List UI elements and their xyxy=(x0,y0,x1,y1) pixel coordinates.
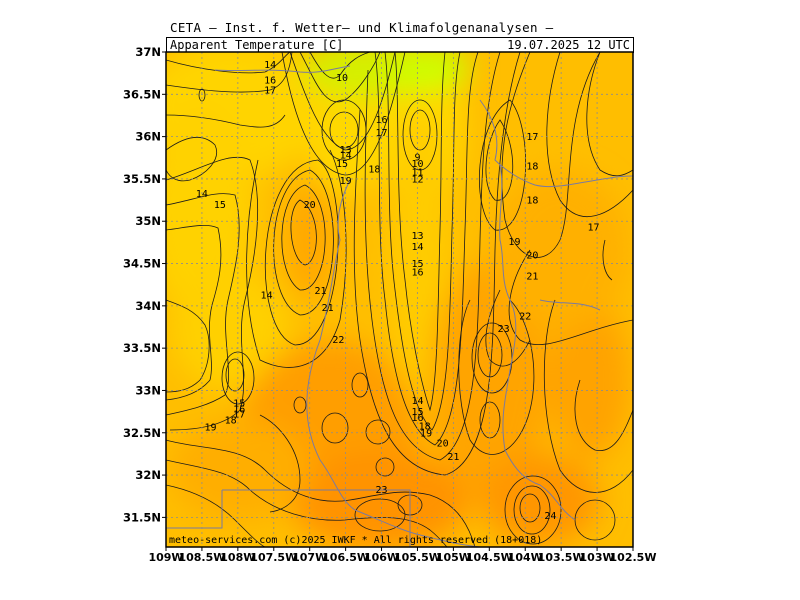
lon-tick-label: 106W xyxy=(364,551,399,564)
contour-label: 15 xyxy=(411,259,423,270)
copyright-text: meteo-services.com (c)2025 IWKF * All ri… xyxy=(169,535,542,546)
contour-label: 23 xyxy=(498,324,510,335)
header-title: CETA — Inst. f. Wetter— und Klimafolgena… xyxy=(170,20,554,35)
lat-tick-label: 35N xyxy=(135,214,161,228)
lat-tick-label: 32.5N xyxy=(123,426,161,440)
contour-label: 20 xyxy=(437,438,449,449)
contour-label: 17 xyxy=(264,86,276,97)
contour-label: 14 xyxy=(411,242,423,253)
contour-label: 16 xyxy=(411,413,423,424)
contour-label: 13 xyxy=(411,231,423,242)
contour-label: 15 xyxy=(336,159,348,170)
contour-label: 17 xyxy=(376,128,388,139)
longitude-axis: 109W108.5W108W107.5W107W106.5W106W105.5W… xyxy=(148,547,656,564)
contour-label: 10 xyxy=(336,73,348,84)
lat-tick-label: 36.5N xyxy=(123,87,161,101)
datetime-label: 19.07.2025 12 UTC xyxy=(507,38,630,52)
contour-label: 11 xyxy=(411,168,423,179)
contour-label: 14 xyxy=(411,396,423,407)
contour-label: 19 xyxy=(508,237,520,248)
lon-tick-label: 103.5W xyxy=(538,551,585,564)
contour-label: 16 xyxy=(376,115,388,126)
contour-label: 21 xyxy=(447,452,459,463)
lon-tick-label: 107W xyxy=(292,551,327,564)
lat-tick-label: 37N xyxy=(135,45,161,59)
contour-label: 16 xyxy=(233,405,245,416)
contour-label: 17 xyxy=(587,223,599,234)
contour-label: 15 xyxy=(411,407,423,418)
contour-label: 21 xyxy=(526,272,538,283)
contour-label: 23 xyxy=(376,485,388,496)
contour-label: 13 xyxy=(340,145,352,156)
contour-label: 21 xyxy=(314,286,326,297)
contour-label: 16 xyxy=(411,268,423,279)
lon-tick-label: 103W xyxy=(580,551,615,564)
contour-label: 21 xyxy=(322,303,334,314)
contour-label: 14 xyxy=(261,290,273,301)
latitude-axis: 37N 36.5N 36N 35.5N 35N 34.5N 34N 33.5N 33N 32.5N… xyxy=(123,45,166,524)
contour-label: 18 xyxy=(526,162,538,173)
border-lines xyxy=(166,65,633,547)
lat-tick-label: 31.5N xyxy=(123,510,161,524)
contour-label: 20 xyxy=(304,200,316,211)
contour-label: 18 xyxy=(526,196,538,207)
lat-tick-label: 33N xyxy=(135,383,161,397)
lon-tick-label: 102.5W xyxy=(610,551,657,564)
temperature-field xyxy=(166,52,633,547)
lon-tick-label: 109W xyxy=(148,551,183,564)
contour-label: 14 xyxy=(264,60,276,71)
lat-tick-label: 36N xyxy=(135,130,161,144)
contour-label: 19 xyxy=(340,176,352,187)
lon-tick-label: 105.5W xyxy=(394,551,441,564)
contour-label: 10 xyxy=(411,159,423,170)
contour-label: 20 xyxy=(526,251,538,262)
lat-tick-label: 33.5N xyxy=(123,341,161,355)
contour-label: 19 xyxy=(205,422,217,433)
lat-tick-label: 34N xyxy=(135,299,161,313)
lat-tick-label: 32N xyxy=(135,468,161,482)
contour-lines xyxy=(166,52,633,547)
contour-label: 22 xyxy=(332,335,344,346)
contour-label: 19 xyxy=(420,428,432,439)
contour-label: 18 xyxy=(368,164,380,175)
lon-tick-label: 105W xyxy=(436,551,471,564)
contour-label: 14 xyxy=(340,151,352,162)
contour-label: 15 xyxy=(214,200,226,211)
lat-tick-label: 35.5N xyxy=(123,172,161,186)
lon-tick-label: 108W xyxy=(220,551,255,564)
contour-label: 14 xyxy=(196,189,208,200)
contour-label: 24 xyxy=(544,511,556,522)
contour-label: 9 xyxy=(414,152,420,163)
map-frame xyxy=(165,51,634,548)
contour-label: 17 xyxy=(233,410,245,421)
lat-tick-label: 34.5N xyxy=(123,257,161,271)
contour-label: 15 xyxy=(233,399,245,410)
contour-label: 12 xyxy=(411,174,423,185)
contour-label: 22 xyxy=(519,312,531,323)
contour-label: 16 xyxy=(264,75,276,86)
lon-tick-label: 108.5W xyxy=(178,551,225,564)
contour-label: 18 xyxy=(419,422,431,433)
contour-label: 18 xyxy=(225,416,237,427)
lon-tick-label: 107.5W xyxy=(250,551,297,564)
product-label: Apparent Temperature [C] xyxy=(170,38,344,52)
lon-tick-label: 104.5W xyxy=(466,551,513,564)
contour-label: 17 xyxy=(526,132,538,143)
lon-tick-label: 106.5W xyxy=(322,551,369,564)
lon-tick-label: 104W xyxy=(508,551,543,564)
